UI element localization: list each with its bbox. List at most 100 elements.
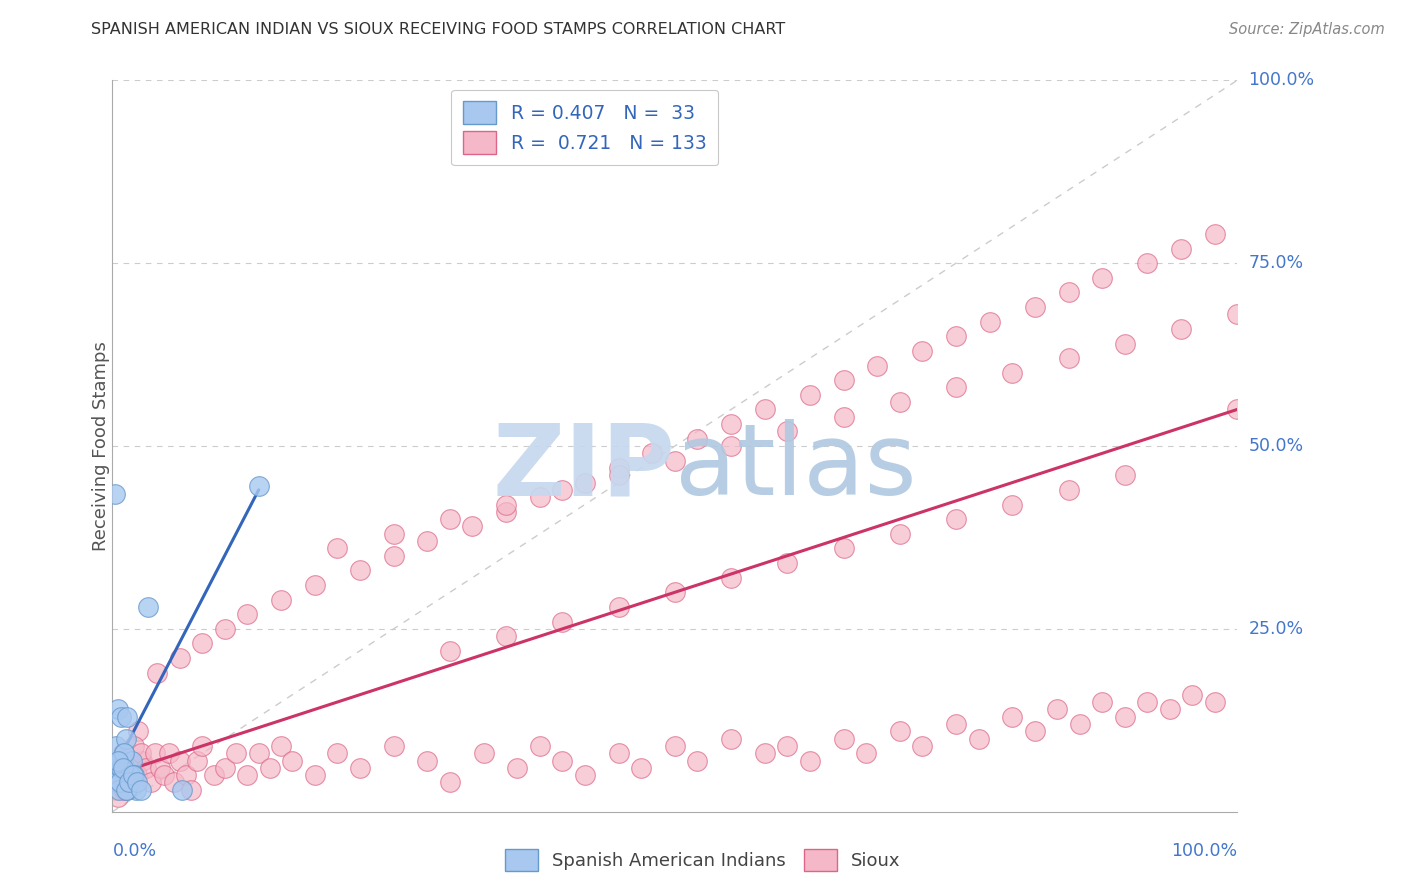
Point <box>1057 285 1080 300</box>
Point <box>104 782 127 797</box>
Point <box>1136 695 1159 709</box>
Point <box>1226 402 1249 417</box>
Point <box>107 790 129 805</box>
Text: 50.0%: 50.0% <box>1249 437 1303 455</box>
Point <box>120 754 142 768</box>
Point <box>138 599 160 614</box>
Point <box>1226 307 1249 321</box>
Point <box>472 746 495 760</box>
Point <box>111 768 134 782</box>
Point <box>889 395 911 409</box>
Point <box>191 739 214 753</box>
Point <box>439 775 461 789</box>
Point <box>1159 702 1181 716</box>
Text: atlas: atlas <box>675 419 917 516</box>
Point <box>110 761 132 775</box>
Point <box>105 761 128 775</box>
Point <box>115 768 138 782</box>
Legend: Spanish American Indians, Sioux: Spanish American Indians, Sioux <box>498 842 908 879</box>
Point <box>149 761 172 775</box>
Point <box>979 315 1001 329</box>
Point <box>799 388 821 402</box>
Point <box>1057 483 1080 497</box>
Point <box>866 359 889 373</box>
Point <box>720 731 742 746</box>
Point <box>270 592 292 607</box>
Point <box>326 541 349 556</box>
Point <box>664 453 686 467</box>
Text: 100.0%: 100.0% <box>1171 842 1237 860</box>
Point <box>125 782 148 797</box>
Point <box>112 746 135 760</box>
Point <box>1204 227 1226 241</box>
Point <box>495 498 517 512</box>
Point <box>495 505 517 519</box>
Point <box>439 644 461 658</box>
Point <box>107 754 129 768</box>
Point <box>889 724 911 739</box>
Point <box>1136 256 1159 270</box>
Point <box>1170 242 1192 256</box>
Point <box>131 754 153 768</box>
Point <box>607 461 630 475</box>
Point <box>146 665 169 680</box>
Point <box>104 739 127 753</box>
Point <box>108 768 131 782</box>
Point <box>832 541 855 556</box>
Text: ZIP: ZIP <box>492 419 675 516</box>
Text: SPANISH AMERICAN INDIAN VS SIOUX RECEIVING FOOD STAMPS CORRELATION CHART: SPANISH AMERICAN INDIAN VS SIOUX RECEIVI… <box>91 22 786 37</box>
Point <box>111 746 134 760</box>
Point <box>118 775 141 789</box>
Point <box>1001 366 1024 380</box>
Point <box>382 526 405 541</box>
Point <box>236 607 259 622</box>
Point <box>281 754 304 768</box>
Point <box>1057 351 1080 366</box>
Point <box>127 768 149 782</box>
Point <box>529 490 551 504</box>
Point <box>114 761 136 775</box>
Point <box>776 556 799 570</box>
Point <box>104 486 127 500</box>
Point <box>122 739 145 753</box>
Point <box>180 782 202 797</box>
Point <box>304 768 326 782</box>
Point <box>832 373 855 387</box>
Point <box>630 761 652 775</box>
Point <box>1181 688 1204 702</box>
Point <box>1114 336 1136 351</box>
Point <box>135 761 157 775</box>
Point <box>416 534 439 549</box>
Point <box>115 731 138 746</box>
Point <box>945 717 967 731</box>
Point <box>551 483 574 497</box>
Point <box>832 409 855 424</box>
Point <box>118 775 141 789</box>
Point <box>641 446 664 460</box>
Text: 0.0%: 0.0% <box>112 842 156 860</box>
Point <box>186 754 208 768</box>
Point <box>120 768 142 782</box>
Point <box>112 782 135 797</box>
Point <box>551 615 574 629</box>
Point <box>169 754 191 768</box>
Point <box>110 709 132 723</box>
Point <box>172 782 194 797</box>
Point <box>349 563 371 577</box>
Point <box>439 512 461 526</box>
Point <box>163 775 186 789</box>
Point <box>117 754 139 768</box>
Point <box>107 702 129 716</box>
Point <box>139 775 162 789</box>
Point <box>202 768 225 782</box>
Point <box>129 746 152 760</box>
Point <box>304 578 326 592</box>
Point <box>157 746 180 760</box>
Point <box>1046 702 1069 716</box>
Point <box>115 782 138 797</box>
Text: 100.0%: 100.0% <box>1249 71 1315 89</box>
Point <box>551 754 574 768</box>
Point <box>1204 695 1226 709</box>
Text: 25.0%: 25.0% <box>1249 620 1303 638</box>
Point <box>945 380 967 394</box>
